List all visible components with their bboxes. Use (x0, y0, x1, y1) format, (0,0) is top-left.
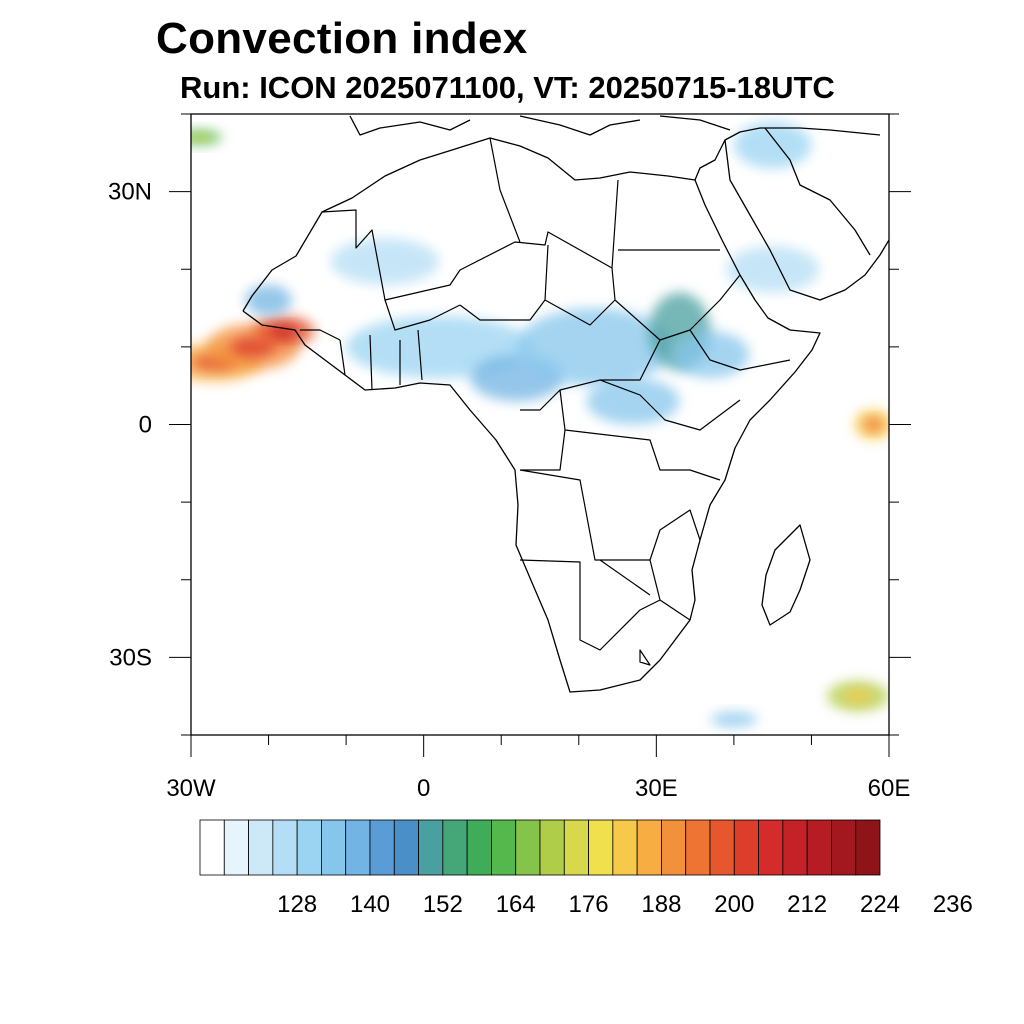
colorbar-box (393, 819, 419, 876)
colorbar-label: 140 (350, 891, 390, 918)
colorbar-box (272, 819, 298, 876)
lat-tick-label: 30S (109, 644, 152, 671)
colorbar-label: 176 (569, 891, 609, 918)
colorbar-box (418, 819, 444, 876)
arabia-coastline (724, 127, 889, 301)
convection-core (842, 689, 874, 704)
convection-core (863, 417, 884, 432)
colorbar-box (248, 819, 274, 876)
convection-field-layer (191, 121, 889, 728)
lat-tick-label: 0 (139, 412, 152, 439)
colorbar-box (588, 819, 614, 876)
colorbar-box (758, 819, 784, 876)
europe-coastline (349, 115, 731, 136)
colorbar-box (661, 819, 687, 876)
axis-ticks (169, 113, 911, 757)
map-subtitle: Run: ICON 2025071100, VT: 20250715-18UTC (180, 70, 835, 105)
convection-core (268, 324, 300, 339)
colorbar-box (709, 819, 735, 876)
colorbar-label: 188 (641, 891, 681, 918)
colorbar-box (636, 819, 662, 876)
colorbar-box (466, 819, 492, 876)
convection-area (710, 711, 758, 728)
lon-tick-label: 0 (417, 775, 430, 802)
colorbar-box (491, 819, 517, 876)
colorbar-box (321, 819, 347, 876)
colorbar: 128 140 152 164 176 188 200 212 224 236 (199, 819, 973, 918)
convection-area (671, 331, 750, 378)
colorbar-box (733, 819, 759, 876)
colorbar-box (855, 819, 881, 876)
country-borders (300, 137, 791, 666)
madagascar-coastline (761, 524, 811, 626)
convection-area (586, 377, 680, 425)
colorbar-box (199, 819, 225, 876)
colorbar-box (539, 819, 565, 876)
axis-labels: 30W 0 30E 60E 30N 0 30S (108, 179, 910, 802)
colorbar-box (563, 819, 589, 876)
convection-area (733, 121, 812, 169)
map-title: Convection index (156, 14, 528, 63)
colorbar-box (296, 819, 322, 876)
colorbar-box (223, 819, 249, 876)
map-background (191, 114, 889, 735)
colorbar-label: 212 (787, 891, 827, 918)
convection-area (516, 308, 672, 386)
colorbar-label: 236 (933, 891, 973, 918)
lat-tick-label: 30N (108, 179, 152, 206)
borders-layer (300, 137, 791, 666)
colorbar-box (612, 819, 638, 876)
colorbar-box (345, 819, 371, 876)
convection-area (330, 238, 440, 285)
colorbar-label: 200 (714, 891, 754, 918)
lon-tick-label: 60E (868, 775, 911, 802)
colorbar-box (442, 819, 468, 876)
convection-core (191, 133, 211, 141)
colorbar-label: 164 (496, 891, 536, 918)
colorbar-box (782, 819, 808, 876)
colorbar-box (685, 819, 711, 876)
colorbar-label: 152 (423, 891, 463, 918)
colorbar-label: 224 (860, 891, 900, 918)
colorbar-box (515, 819, 541, 876)
lon-tick-label: 30W (166, 775, 216, 802)
colorbar-label: 128 (277, 891, 317, 918)
convection-area (245, 284, 292, 316)
colorbar-box (369, 819, 395, 876)
convection-area (726, 245, 820, 293)
colorbar-box (806, 819, 832, 876)
lon-tick-label: 30E (635, 775, 678, 802)
colorbar-box (831, 819, 857, 876)
